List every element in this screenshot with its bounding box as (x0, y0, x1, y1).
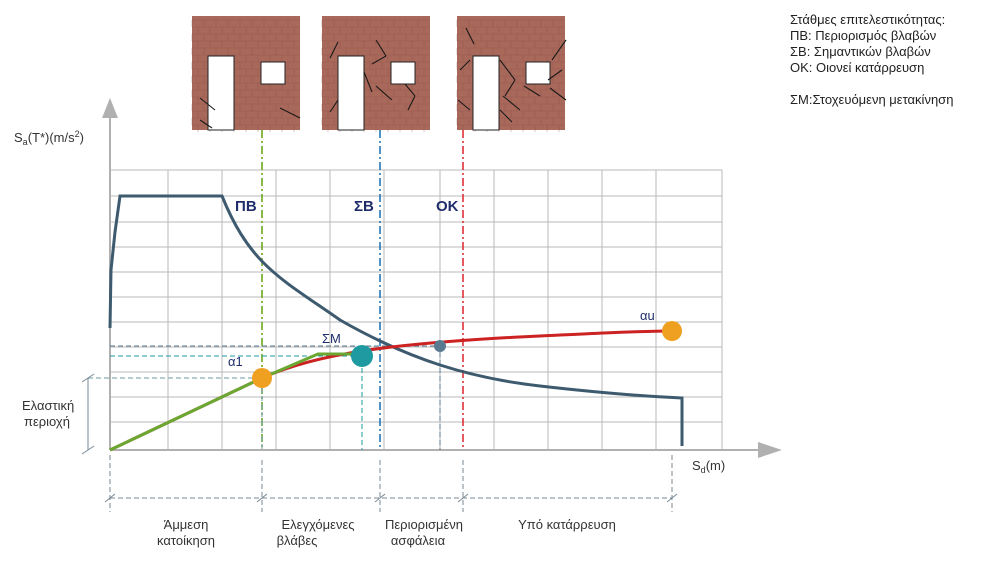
legend-item-ok: ΟΚ: Οιονεί κατάρρευση (790, 60, 925, 75)
wall-damage-2 (321, 16, 430, 132)
zone-bracket (104, 455, 678, 512)
zone-label-2-line2: βλάβες (277, 533, 318, 548)
x-axis-label: Sd(m) (692, 458, 725, 475)
legend-title: Στάθμες επιτελεστικότητας: (790, 12, 946, 27)
capacity-curve (109, 329, 673, 452)
elastic-region-bracket (81, 373, 95, 455)
zone-label-2-line1: Ελεγχόμενες (281, 517, 354, 532)
zone-label-3-line1: Περιορισμένη (385, 517, 463, 532)
zone-label-3-line2: ασφάλεια (391, 533, 446, 548)
grid (109, 169, 723, 450)
bilinear-curve (109, 352, 362, 452)
legend-target: ΣΜ:Στοχευόμενη μετακίνηση (790, 92, 954, 107)
level-label-sb: ΣΒ (354, 198, 374, 215)
zone-label-4-line1: Υπό κατάρρευση (518, 517, 616, 532)
legend-item-pb: ΠΒ: Περιορισμός βλαβών (790, 28, 937, 43)
zone-label-1-line2: κατοίκηση (157, 533, 215, 548)
a1-marker (252, 368, 272, 388)
target-label: ΣΜ (322, 331, 341, 346)
legend: Στάθμες επιτελεστικότητας: ΠΒ: Περιορισμ… (790, 12, 953, 108)
au-label: αu (640, 308, 655, 323)
elastic-region-label-2: περιοχή (24, 414, 70, 429)
elastic-region-label-1: Ελαστική (22, 398, 74, 413)
y-axis-arrow-icon (102, 98, 118, 118)
wall-damage-1 (191, 16, 301, 132)
legend-item-sb: ΣΒ: Σημαντικών βλαβών (790, 44, 931, 59)
intersection-marker (434, 340, 446, 352)
target-marker (351, 345, 373, 367)
damage-walls (191, 16, 567, 132)
level-label-ok: ΟΚ (436, 198, 459, 215)
wall-damage-3 (456, 16, 567, 132)
performance-level-lines (261, 130, 464, 450)
zone-label-1-line1: Άμμεση (164, 517, 209, 532)
demand-spectrum-curve (108, 194, 684, 446)
level-label-pb: ΠΒ (235, 198, 257, 215)
a1-label: α1 (228, 354, 243, 369)
au-marker (662, 321, 682, 341)
x-axis-arrow-icon (758, 442, 782, 458)
y-axis-label: Sa(T*)(m/s2) (14, 129, 84, 147)
